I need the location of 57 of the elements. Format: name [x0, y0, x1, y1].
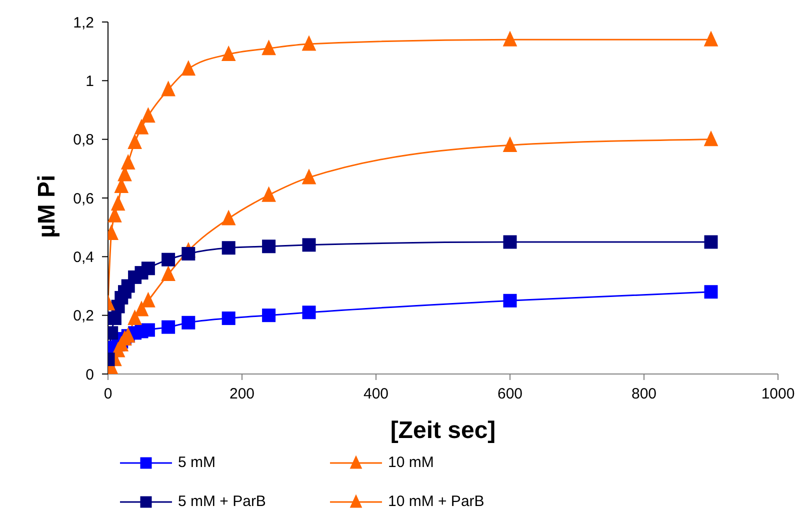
point: [704, 235, 718, 249]
point: [222, 241, 236, 255]
point: [162, 320, 176, 334]
point: [141, 292, 155, 308]
point: [704, 285, 718, 299]
point: [262, 187, 276, 202]
point: [182, 246, 196, 260]
point: [182, 61, 196, 76]
point: [262, 40, 276, 56]
point: [141, 323, 155, 337]
legend-label: 5 mM + ParB: [178, 493, 266, 510]
point: [503, 137, 517, 152]
x-axis-title: [Zeit sec]: [390, 417, 496, 444]
point: [222, 312, 236, 326]
point: [222, 210, 236, 226]
point: [121, 155, 135, 170]
x-tick-label: 800: [631, 386, 657, 403]
point: [503, 294, 517, 308]
point: [141, 108, 155, 123]
point: [302, 306, 316, 320]
y-tick-label: 0: [86, 366, 94, 384]
point: [302, 238, 316, 252]
point: [162, 266, 176, 282]
point: [111, 196, 125, 211]
legend-label: 5 mM: [178, 454, 216, 471]
y-tick-label: 0,8: [73, 132, 94, 149]
point: [134, 302, 148, 316]
y-tick-label: 0,4: [73, 248, 94, 266]
x-tick-label: 0: [104, 386, 112, 403]
y-tick-label: 1: [86, 72, 94, 90]
point: [503, 235, 517, 249]
x-tick-label: 600: [497, 386, 523, 403]
x-tick-label: 400: [363, 386, 389, 403]
point: [704, 132, 718, 146]
y-tick-label: 1,2: [73, 14, 94, 32]
point: [704, 32, 718, 46]
point: [302, 36, 316, 51]
legend-label: 10 mM + ParB: [388, 493, 484, 510]
point: [162, 252, 176, 266]
legend-label: 10 mM: [388, 454, 434, 471]
point: [262, 240, 276, 254]
y-axis-title: µM Pi: [34, 174, 61, 238]
point: [134, 120, 148, 134]
y-tick-label: 0,6: [73, 190, 94, 208]
point: [302, 170, 316, 184]
point: [128, 310, 142, 326]
point: [262, 308, 276, 322]
x-tick-label: 200: [229, 386, 255, 403]
point: [128, 134, 142, 150]
point: [141, 262, 155, 276]
point: [108, 312, 122, 326]
x-tick-label: 1000: [761, 386, 795, 403]
point: [182, 316, 196, 330]
y-tick-label: 0,2: [73, 308, 94, 325]
point: [503, 32, 517, 46]
point: [162, 82, 176, 96]
point: [222, 46, 236, 62]
